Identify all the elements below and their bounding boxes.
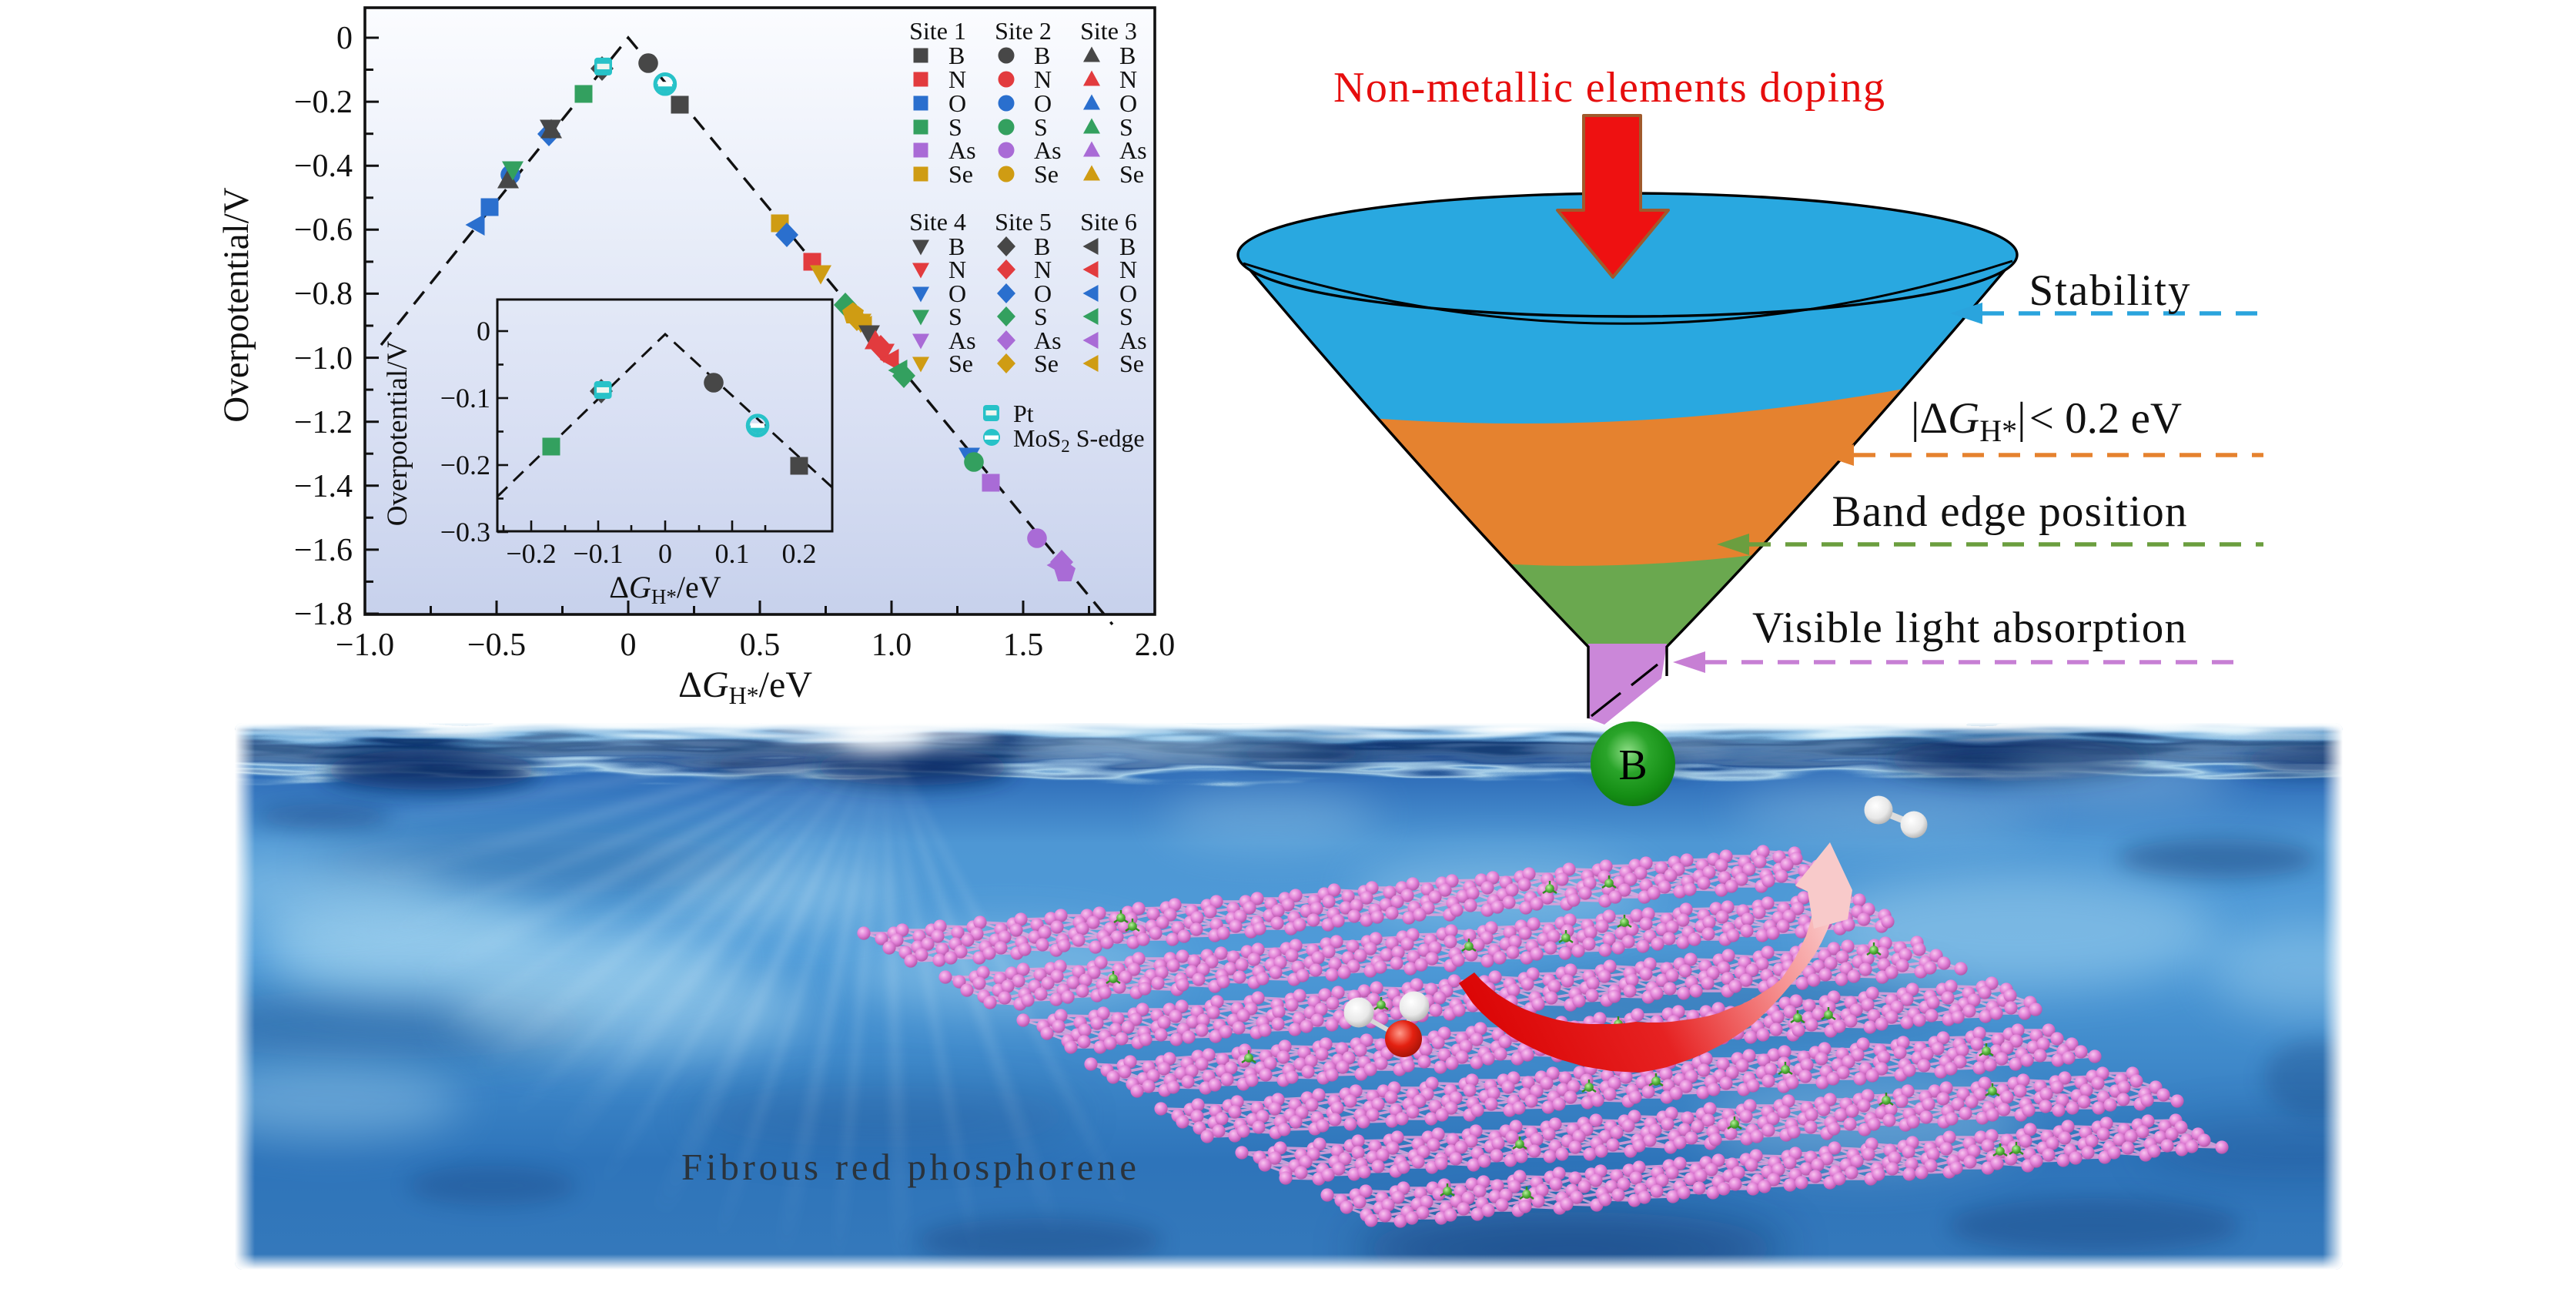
svg-text:−0.3: −0.3 bbox=[440, 517, 490, 547]
svg-text:Band edge position: Band edge position bbox=[1832, 487, 2187, 536]
svg-text:Se: Se bbox=[1119, 350, 1144, 377]
svg-text:O: O bbox=[1119, 279, 1137, 307]
svg-text:Fibrous red phosphorene: Fibrous red phosphorene bbox=[681, 1146, 1136, 1188]
svg-text:−0.1: −0.1 bbox=[440, 383, 490, 413]
svg-text:Overpotential/V: Overpotential/V bbox=[216, 187, 256, 422]
svg-text:Non-metallic elements doping: Non-metallic elements doping bbox=[1333, 64, 1885, 112]
svg-text:Se: Se bbox=[948, 350, 973, 377]
svg-text:−1.0: −1.0 bbox=[294, 341, 353, 377]
svg-text:−0.8: −0.8 bbox=[294, 276, 353, 312]
svg-text:N: N bbox=[1119, 65, 1137, 93]
svg-text:O: O bbox=[948, 89, 966, 117]
svg-text:Site 6: Site 6 bbox=[1080, 208, 1137, 236]
svg-text:−0.4: −0.4 bbox=[294, 149, 353, 184]
svg-text:O: O bbox=[1119, 89, 1137, 117]
svg-text:B: B bbox=[1119, 42, 1136, 69]
svg-text:1.5: 1.5 bbox=[1003, 628, 1044, 663]
svg-text:Se: Se bbox=[1119, 160, 1144, 188]
svg-text:S: S bbox=[948, 303, 962, 330]
svg-text:0: 0 bbox=[477, 316, 490, 346]
svg-text:−1.6: −1.6 bbox=[294, 533, 353, 568]
svg-text:B: B bbox=[948, 233, 965, 260]
svg-text:As: As bbox=[948, 326, 976, 354]
svg-text:B: B bbox=[1034, 42, 1050, 69]
svg-text:MoS2 S-edge: MoS2 S-edge bbox=[1013, 424, 1145, 456]
svg-text:O: O bbox=[1034, 279, 1052, 307]
svg-text:B: B bbox=[1034, 233, 1050, 260]
svg-text:0: 0 bbox=[336, 21, 353, 56]
svg-text:ΔGH*/eV: ΔGH*/eV bbox=[609, 570, 721, 608]
svg-text:Se: Se bbox=[1034, 350, 1059, 377]
svg-text:Site 5: Site 5 bbox=[995, 208, 1052, 236]
svg-text:0: 0 bbox=[658, 538, 672, 569]
svg-text:−1.0: −1.0 bbox=[336, 628, 394, 663]
svg-text:As: As bbox=[1119, 136, 1147, 164]
svg-text:−1.2: −1.2 bbox=[294, 405, 353, 440]
svg-text:S: S bbox=[1119, 303, 1133, 330]
svg-text:As: As bbox=[948, 136, 976, 164]
svg-text:−0.2: −0.2 bbox=[294, 85, 353, 120]
svg-text:|ΔGH*| < 0.2 eV: |ΔGH*| < 0.2 eV bbox=[1911, 394, 2182, 448]
svg-text:B: B bbox=[1119, 233, 1136, 260]
svg-text:−1.8: −1.8 bbox=[294, 597, 353, 632]
svg-text:0.1: 0.1 bbox=[715, 538, 750, 569]
svg-text:B: B bbox=[1618, 741, 1647, 789]
svg-text:S: S bbox=[1034, 303, 1048, 330]
svg-text:Se: Se bbox=[1034, 160, 1059, 188]
svg-text:Site 3: Site 3 bbox=[1080, 17, 1137, 45]
svg-text:Visible light absorption: Visible light absorption bbox=[1752, 604, 2186, 652]
svg-text:N: N bbox=[1119, 256, 1137, 283]
svg-text:0: 0 bbox=[621, 628, 637, 663]
svg-text:Site 4: Site 4 bbox=[909, 208, 966, 236]
svg-text:S: S bbox=[948, 113, 962, 141]
svg-text:N: N bbox=[948, 256, 966, 283]
svg-text:0.5: 0.5 bbox=[740, 628, 781, 663]
svg-text:N: N bbox=[1034, 256, 1052, 283]
svg-text:Site 1: Site 1 bbox=[909, 17, 966, 45]
svg-text:N: N bbox=[948, 65, 966, 93]
svg-text:Stability: Stability bbox=[2029, 266, 2191, 315]
svg-text:2.0: 2.0 bbox=[1135, 628, 1176, 663]
svg-text:−0.6: −0.6 bbox=[294, 213, 353, 248]
svg-text:O: O bbox=[948, 279, 966, 307]
svg-text:−0.2: −0.2 bbox=[506, 538, 556, 569]
svg-text:Overpotential/V: Overpotential/V bbox=[382, 341, 413, 527]
svg-text:−0.2: −0.2 bbox=[440, 450, 490, 480]
svg-text:S: S bbox=[1034, 113, 1048, 141]
svg-text:N: N bbox=[1034, 65, 1052, 93]
svg-text:0.2: 0.2 bbox=[782, 538, 817, 569]
svg-text:1.0: 1.0 bbox=[871, 628, 912, 663]
svg-text:Se: Se bbox=[948, 160, 973, 188]
svg-text:As: As bbox=[1119, 326, 1147, 354]
svg-text:O: O bbox=[1034, 89, 1052, 117]
svg-text:−0.1: −0.1 bbox=[573, 538, 623, 569]
svg-text:As: As bbox=[1034, 326, 1062, 354]
svg-text:Site 2: Site 2 bbox=[995, 17, 1052, 45]
svg-text:As: As bbox=[1034, 136, 1062, 164]
svg-text:−0.5: −0.5 bbox=[467, 628, 526, 663]
svg-text:−1.4: −1.4 bbox=[294, 469, 353, 504]
svg-text:Pt: Pt bbox=[1013, 400, 1034, 427]
svg-text:B: B bbox=[948, 42, 965, 69]
svg-text:S: S bbox=[1119, 113, 1133, 141]
